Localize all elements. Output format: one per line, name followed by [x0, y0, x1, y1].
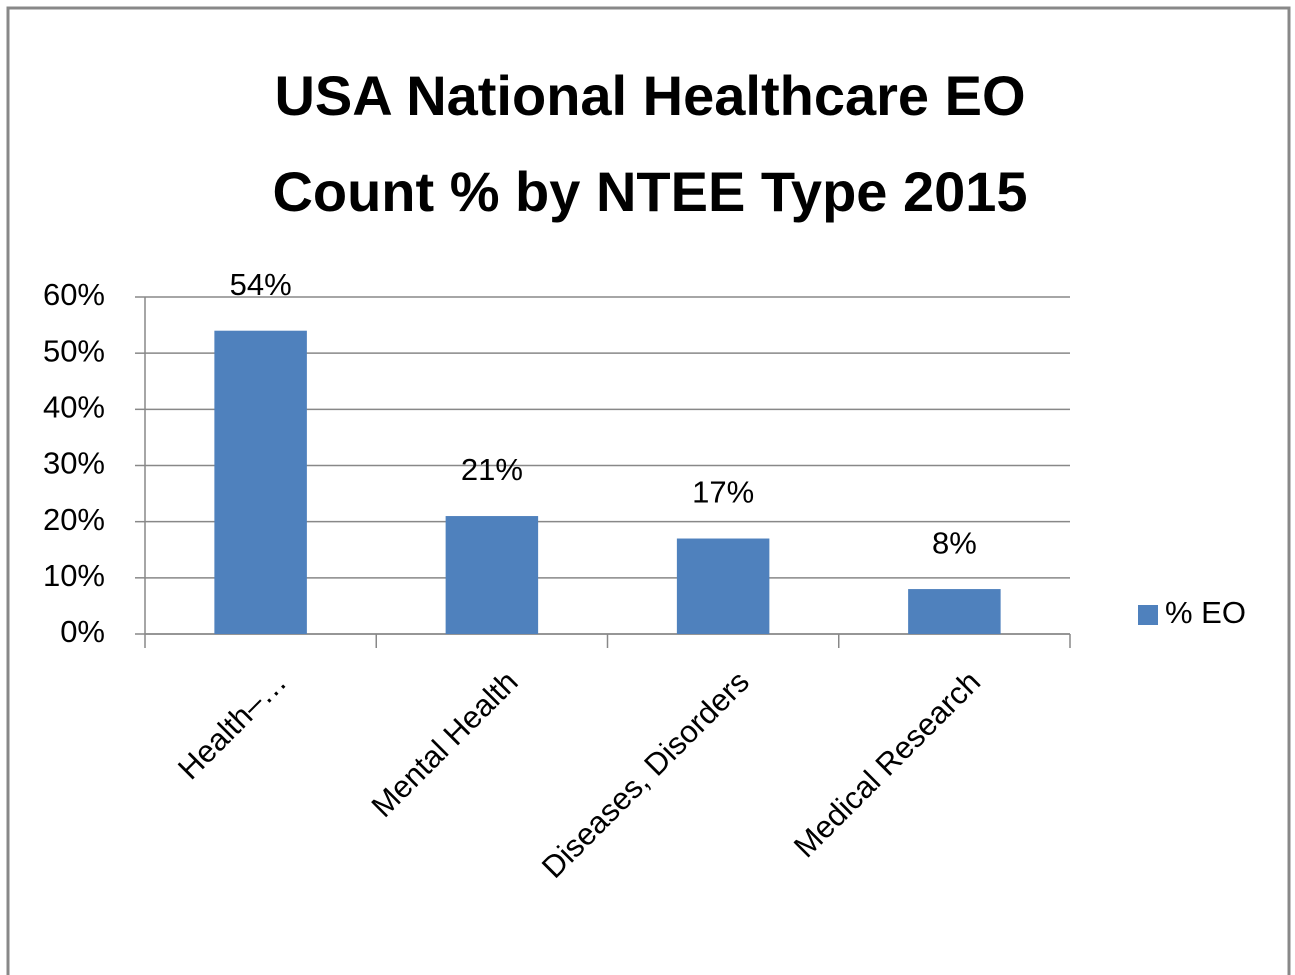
y-tick-label: 0%	[60, 614, 105, 649]
data-label: 54%	[230, 267, 292, 302]
chart-border	[6, 6, 1291, 975]
y-tick-label: 60%	[43, 277, 105, 312]
bar	[214, 330, 307, 634]
y-tick-label: 50%	[43, 333, 105, 368]
bar	[908, 589, 1001, 634]
data-label: 21%	[461, 452, 523, 487]
legend-swatch	[1138, 605, 1158, 625]
bar	[676, 538, 770, 634]
bar	[445, 516, 539, 634]
y-tick-label: 10%	[43, 558, 105, 593]
chart-title: Count % by NTEE Type 2015	[272, 160, 1027, 223]
chart-title: USA National Healthcare EO	[274, 64, 1025, 127]
data-label: 8%	[932, 525, 977, 560]
y-tick-label: 40%	[43, 390, 105, 425]
y-tick-label: 30%	[43, 446, 105, 481]
y-tick-label: 20%	[43, 502, 105, 537]
data-label: 17%	[692, 475, 754, 510]
legend-label: % EO	[1165, 595, 1246, 630]
